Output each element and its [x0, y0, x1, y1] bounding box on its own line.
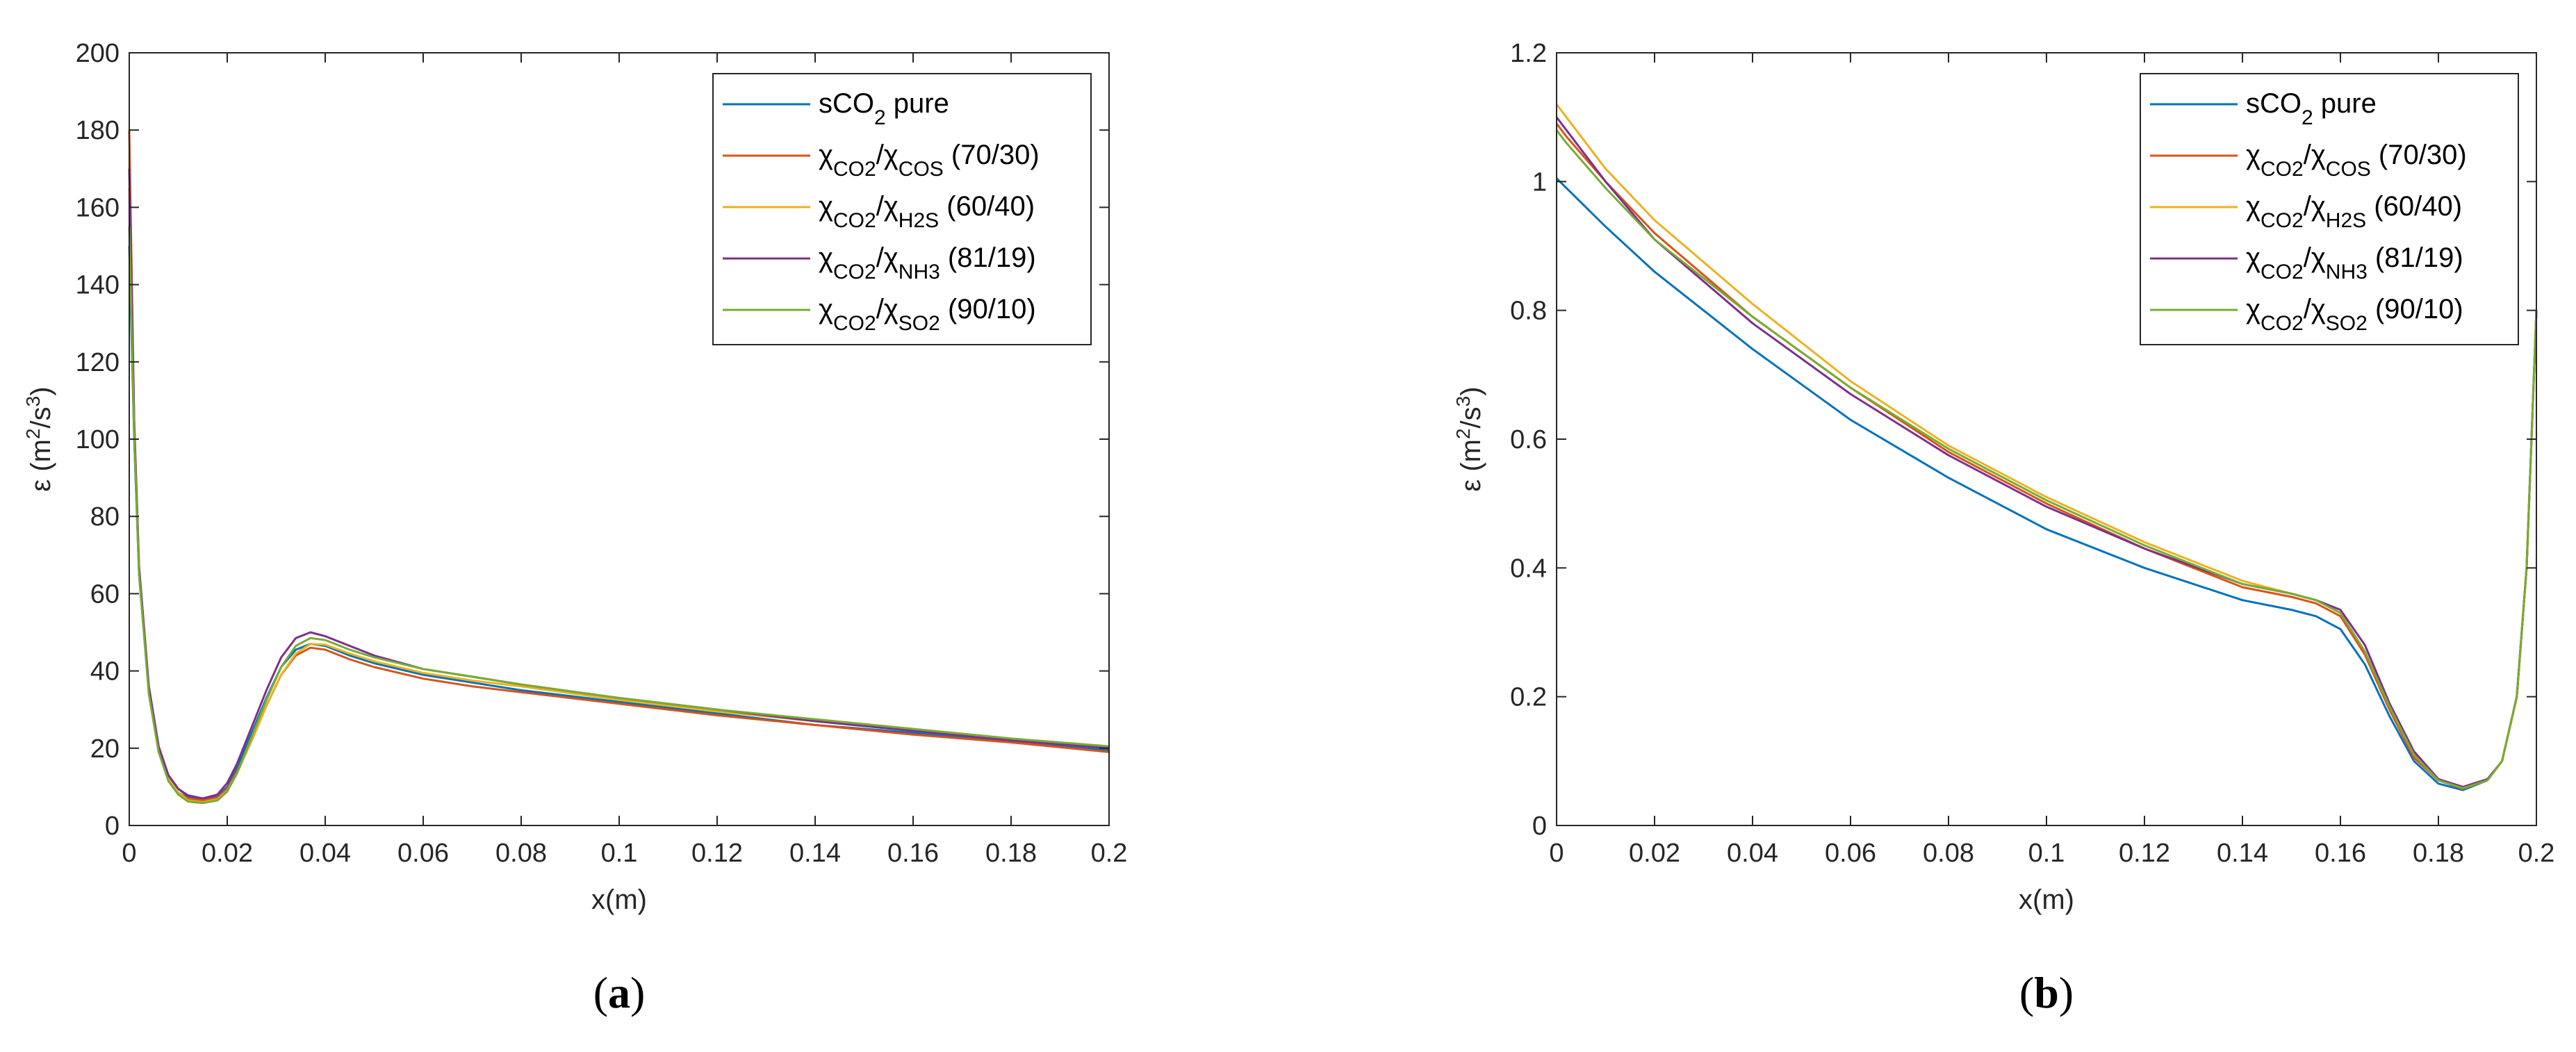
x-tick-label: 0.16 — [2315, 839, 2366, 868]
legend-entries-b: sCO2 pure χCO2/χCOS (70/30) χCO2/χH2S (60/… — [2150, 88, 2467, 335]
legend-label-nh3: χCO2/χNH3 (81/19) — [2246, 243, 2463, 283]
ticks-group-a: 0 0.02 0.04 0.06 0.08 0.1 0.12 0.14 0.16 0.18 0.2 0… — [76, 39, 1128, 868]
x-tick-label: 0.14 — [2217, 839, 2268, 868]
x-tick-label: 0.2 — [2518, 839, 2555, 868]
legend-label-sco2_pure: sCO2 pure — [2246, 88, 2377, 129]
y-tick-label: 1 — [1532, 167, 1547, 197]
legend-label-so2: χCO2/χSO2 (90/10) — [2246, 294, 2463, 335]
caption-a: (a) — [593, 968, 646, 1017]
y-tick-label: 20 — [90, 734, 120, 764]
legend-label-h2s: χCO2/χH2S (60/40) — [2246, 191, 2462, 232]
series-line-so2 — [1555, 129, 2538, 789]
x-tick-label: 0.12 — [691, 839, 743, 868]
x-tick-label: 0.02 — [1629, 839, 1680, 868]
y-axis-label-a: ε (m2/s3) — [22, 386, 57, 491]
legend-label-cos: χCO2/χCOS (70/30) — [2246, 140, 2467, 181]
x-tick-label: 0.04 — [300, 839, 351, 868]
y-tick-label: 0.8 — [1510, 297, 1547, 326]
legend-label-sco2_pure: sCO2 pure — [819, 88, 949, 129]
panel-a: 0 0.02 0.04 0.06 0.08 0.1 0.12 0.14 0.16 0.18 0.2 0… — [22, 39, 1128, 1017]
y-axis-label-b: ε (m2/s3) — [1452, 386, 1487, 491]
legend-entries-a: sCO2 pure χCO2/χCOS (70/30) χCO2/χH2S (60/… — [723, 88, 1040, 335]
x-axis-label-b: x(m) — [2019, 885, 2074, 915]
x-tick-label: 0.06 — [397, 839, 449, 868]
x-tick-label: 0.02 — [202, 839, 253, 868]
caption-b: (b) — [2019, 968, 2074, 1017]
y-tick-label: 80 — [90, 502, 120, 532]
ticks-group-b: 0 0.02 0.04 0.06 0.08 0.1 0.12 0.14 0.16 0.18 0.2 0… — [1510, 39, 2554, 868]
x-tick-label: 0.18 — [2413, 839, 2464, 868]
series-group-a — [128, 130, 1110, 805]
x-tick-label: 0.08 — [1923, 839, 1974, 868]
y-tick-label: 0.2 — [1510, 683, 1547, 712]
x-tick-label: 0 — [1549, 839, 1564, 868]
legend-label-cos: χCO2/χCOS (70/30) — [819, 140, 1040, 181]
y-tick-label: 0.4 — [1510, 554, 1547, 583]
y-tick-label: 180 — [76, 116, 120, 145]
y-tick-label: 0 — [1532, 812, 1547, 841]
y-tick-label: 100 — [76, 425, 120, 454]
series-line-so2 — [128, 227, 1110, 805]
x-tick-label: 0.1 — [2028, 839, 2065, 868]
y-tick-label: 160 — [76, 193, 120, 222]
y-tick-label: 0.6 — [1510, 425, 1547, 454]
panel-b: 0 0.02 0.04 0.06 0.08 0.1 0.12 0.14 0.16 0.18 0.2 0… — [1452, 39, 2555, 1017]
legend-label-so2: χCO2/χSO2 (90/10) — [819, 294, 1036, 335]
x-tick-label: 0.2 — [1091, 839, 1128, 868]
x-axis-label-a: x(m) — [591, 885, 647, 915]
y-tick-label: 40 — [90, 657, 120, 687]
y-tick-label: 60 — [90, 580, 120, 609]
x-tick-label: 0.18 — [985, 839, 1037, 868]
legend-box-b — [2140, 73, 2519, 345]
legend-label-h2s: χCO2/χH2S (60/40) — [819, 191, 1035, 232]
x-tick-label: 0.16 — [887, 839, 939, 868]
x-tick-label: 0.04 — [1727, 839, 1778, 868]
x-tick-label: 0.14 — [789, 839, 841, 868]
x-tick-label: 0.06 — [1825, 839, 1876, 868]
y-tick-label: 1.2 — [1510, 39, 1547, 68]
y-tick-label: 0 — [105, 812, 120, 841]
legend-box-a — [712, 73, 1092, 345]
x-tick-label: 0.1 — [601, 839, 638, 868]
y-tick-label: 200 — [76, 39, 120, 68]
y-tick-label: 120 — [76, 348, 120, 377]
x-tick-label: 0 — [122, 839, 136, 868]
x-tick-label: 0.08 — [495, 839, 547, 868]
series-group-b — [1555, 104, 2538, 791]
legend-b: sCO2 pure χCO2/χCOS (70/30) χCO2/χH2S (60/… — [2140, 73, 2519, 345]
legend-label-nh3: χCO2/χNH3 (81/19) — [819, 243, 1036, 283]
x-tick-label: 0.12 — [2119, 839, 2170, 868]
y-tick-label: 140 — [76, 271, 120, 300]
legend-a: sCO2 pure χCO2/χCOS (70/30) χCO2/χH2S (60/… — [712, 73, 1092, 345]
